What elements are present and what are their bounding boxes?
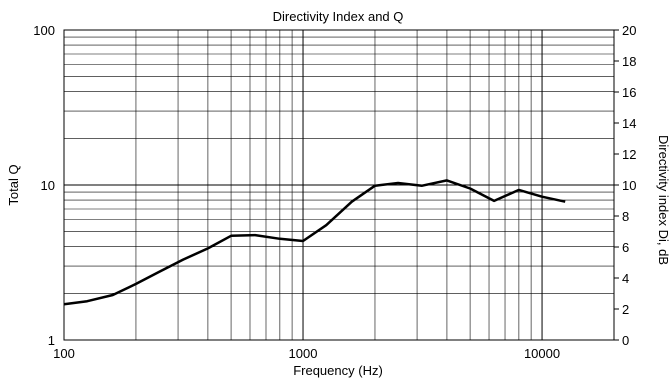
x-axis-label: Frequency (Hz) [293, 363, 383, 378]
x-tick-label: 1000 [289, 346, 318, 361]
right-tick-label: 6 [622, 240, 629, 255]
right-tick-label: 2 [622, 302, 629, 317]
x-tick-labels: 100 1000 10000 [53, 346, 560, 361]
right-tick-label: 8 [622, 209, 629, 224]
left-tick-label: 100 [33, 23, 55, 38]
right-tick-label: 18 [622, 54, 636, 69]
right-tick-label: 20 [622, 23, 636, 38]
right-tick-label: 0 [622, 333, 629, 348]
left-tick-label: 1 [48, 333, 55, 348]
left-tick-label: 10 [41, 178, 55, 193]
x-tick-label: 10000 [524, 346, 560, 361]
right-tick-label: 10 [622, 178, 636, 193]
left-tick-labels: 1 10 100 [33, 23, 55, 348]
right-tick-labels: 0 2 4 6 8 10 12 14 16 18 20 [614, 23, 636, 348]
x-tick-label: 100 [53, 346, 75, 361]
right-axis-label: Directivity index Di, dB [656, 135, 671, 265]
series-line [63, 179, 566, 306]
right-tick-label: 14 [622, 116, 636, 131]
chart-title: Directivity Index and Q [273, 9, 404, 24]
right-tick-label: 12 [622, 147, 636, 162]
right-tick-label: 4 [622, 271, 629, 286]
right-tick-label: 16 [622, 85, 636, 100]
left-axis-label: Total Q [6, 164, 21, 205]
